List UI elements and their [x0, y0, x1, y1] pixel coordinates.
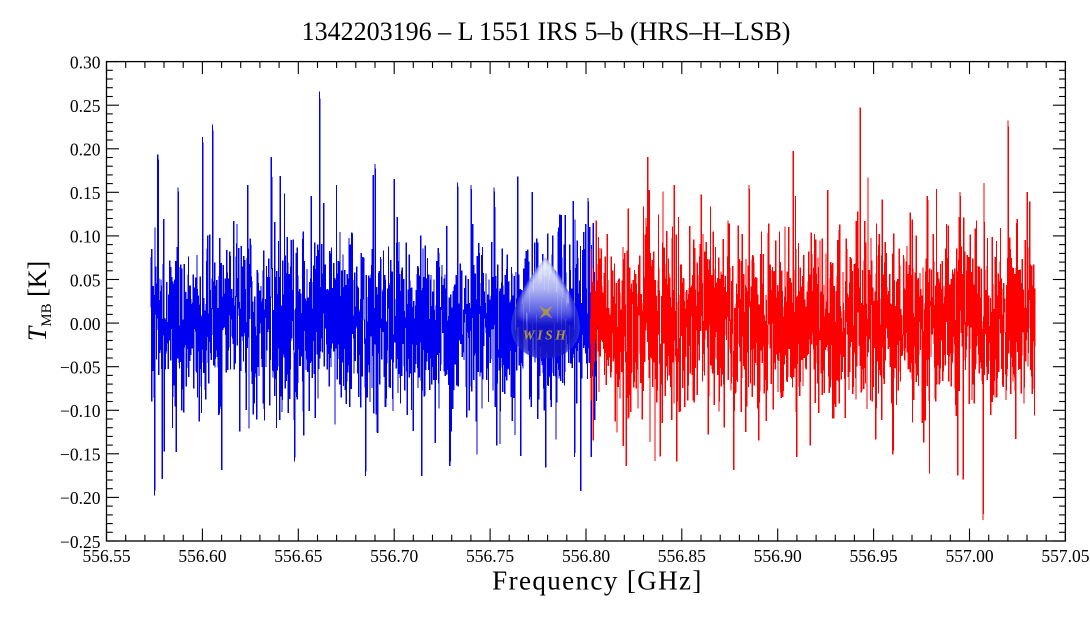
svg-text:−0.10: −0.10	[60, 401, 101, 421]
svg-text:556.80: 556.80	[562, 546, 610, 566]
svg-text:−0.25: −0.25	[60, 532, 101, 552]
svg-text:556.65: 556.65	[274, 546, 322, 566]
svg-text:−0.15: −0.15	[60, 445, 101, 465]
svg-text:556.95: 556.95	[850, 546, 898, 566]
svg-text:556.60: 556.60	[178, 546, 226, 566]
svg-text:0.30: 0.30	[70, 52, 101, 72]
svg-text:556.85: 556.85	[658, 546, 706, 566]
svg-text:TMB [K]: TMB [K]	[23, 261, 55, 341]
svg-text:1342203196 – L 1551 IRS 5–b (H: 1342203196 – L 1551 IRS 5–b (HRS–H–LSB)	[302, 17, 791, 46]
svg-text:556.55: 556.55	[82, 546, 130, 566]
svg-text:557.00: 557.00	[945, 546, 993, 566]
svg-text:0.25: 0.25	[70, 96, 101, 116]
svg-text:0.10: 0.10	[70, 227, 101, 247]
svg-text:WISH: WISH	[523, 328, 569, 343]
svg-text:556.75: 556.75	[466, 546, 514, 566]
svg-text:−0.20: −0.20	[60, 488, 101, 508]
svg-text:0.00: 0.00	[70, 314, 101, 334]
svg-text:556.70: 556.70	[370, 546, 418, 566]
svg-text:0.15: 0.15	[70, 183, 101, 203]
svg-text:0.05: 0.05	[70, 270, 101, 290]
svg-text:557.05: 557.05	[1041, 546, 1089, 566]
svg-text:0.20: 0.20	[70, 140, 101, 160]
svg-text:556.90: 556.90	[754, 546, 802, 566]
svg-text:−0.05: −0.05	[60, 358, 101, 378]
svg-text:Frequency [GHz]: Frequency [GHz]	[492, 566, 703, 596]
